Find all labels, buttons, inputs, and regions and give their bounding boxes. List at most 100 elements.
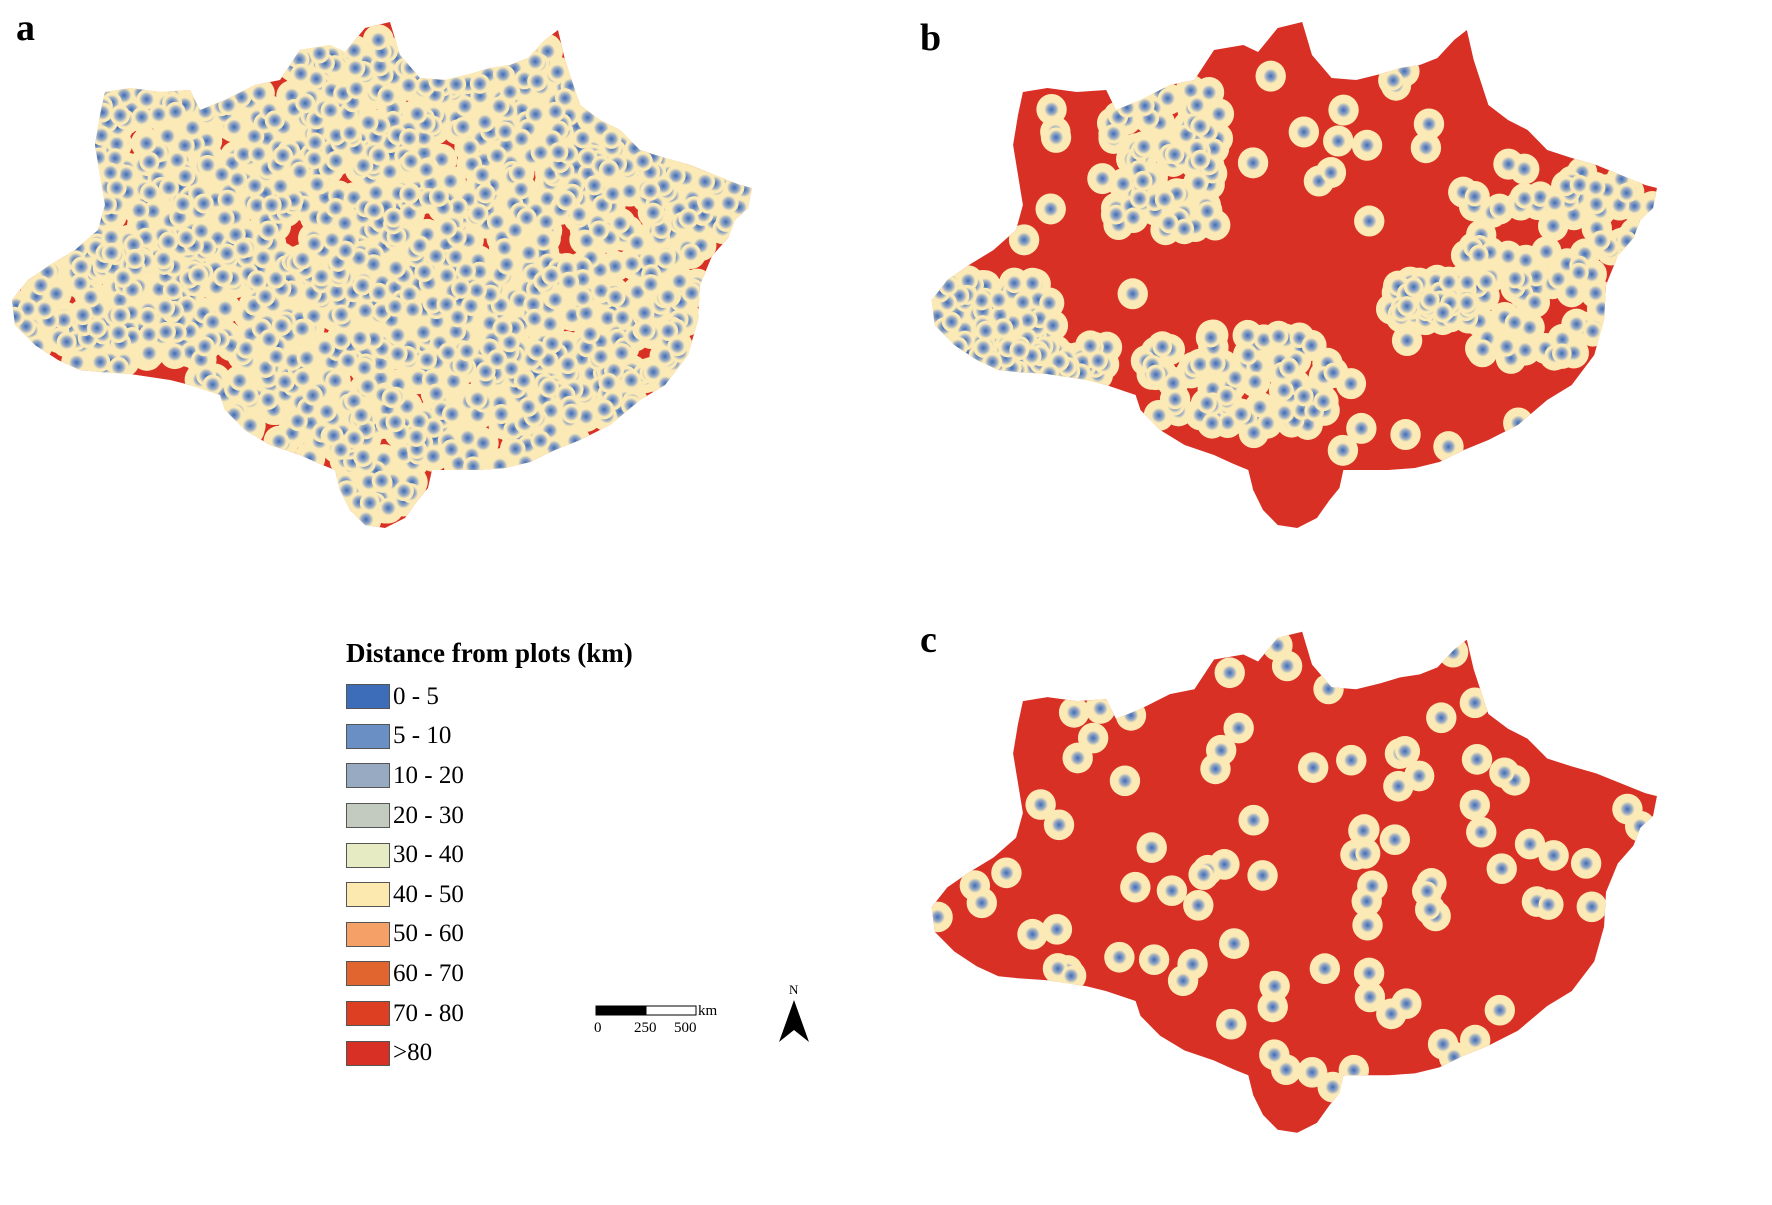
plot-buffer-core [358,112,379,133]
plot-buffer-core [1543,845,1564,866]
plot-buffer-core [492,318,513,339]
plot-buffer-core [1188,173,1209,194]
plot-buffer-core [486,211,507,232]
plot-buffer-core [269,431,290,452]
plot-buffer-core [1080,335,1101,356]
plot-buffer-core [417,349,438,370]
legend-label: 40 - 50 [393,880,464,908]
plot-buffer-core [1090,698,1111,719]
plot-buffer-core [244,175,265,196]
plot-buffer-core [443,371,464,392]
plot-buffer-core [1303,757,1323,778]
plot-buffer-core [232,238,253,259]
plot-buffer-core [1438,436,1459,457]
plot-buffer-core [351,405,372,426]
north-arrow-label: N [789,982,799,997]
plot-buffer-core [1193,864,1214,885]
plot-buffer-core [355,300,376,321]
plot-buffer-core [344,428,365,449]
plot-buffer-core [996,862,1017,883]
plot-buffer-core [1409,766,1429,786]
plot-buffer-core [136,133,157,154]
plot-buffer-core [253,248,274,269]
plot-buffer-core [1243,152,1263,173]
plot-buffer-core [1431,707,1452,728]
plot-buffer-core [621,253,642,274]
plot-buffer-core [1519,317,1540,338]
plot-buffer-core [1205,758,1226,779]
plot-buffer-core [1416,137,1436,158]
legend-swatch [346,1001,390,1027]
plot-buffer-core [1277,656,1297,676]
plot-buffer-core [1333,440,1353,461]
legend-items: 0 - 5 5 - 10 10 - 20 20 - 30 30 - 40 40 - 50 5… [346,677,633,1073]
map-hole [1189,458,1249,490]
plot-buffer-core [326,150,347,171]
plot-buffer-core [1590,230,1611,251]
plot-buffer-core [306,68,327,89]
plot-buffer-core [1395,741,1415,762]
plot-buffer-core [1106,204,1126,225]
plot-buffer-core [438,342,459,363]
plot-buffer-core [129,200,150,221]
plot-buffer-core [157,126,178,147]
plot-buffer-core [1419,113,1439,134]
plot-buffer-core [1214,854,1235,875]
plot-buffer-core [1545,192,1565,213]
plot-buffer-core [539,377,560,398]
plot-buffer-core [1113,173,1133,194]
plot-buffer-core [215,298,236,319]
plot-buffer-core [1642,196,1657,217]
plot-buffer-core [218,95,239,116]
plot-buffer-core [1209,104,1229,125]
plot-buffer-core [440,171,461,192]
plot-buffer-core [334,213,355,234]
plot-buffer-core [1154,189,1175,210]
plot-buffer-core [1515,250,1536,271]
plot-buffer-core [718,193,739,214]
plot-buffer-core [565,430,586,451]
plot-buffer-core [1253,329,1274,350]
legend-label: 30 - 40 [393,841,464,869]
plot-buffer-core [1133,170,1153,191]
plot-buffer-core [1225,367,1246,388]
plot-buffer-core [1039,363,1060,384]
plot-buffer-core [1443,642,1463,663]
plot-buffer-core [1197,393,1217,414]
plot-buffer-core [1576,853,1596,874]
plot-buffer-core [971,892,992,913]
plot-buffer-core [1064,702,1084,723]
plot-buffer-core [164,343,185,364]
plot-buffer-core [612,307,633,328]
plot-buffer-core [678,208,699,229]
plot-buffer-core [1548,268,1568,289]
plot-buffer-core [381,387,402,408]
plot-buffer-core [233,144,254,165]
plot-buffer-core [489,96,510,117]
plot-buffer-core [30,275,51,296]
plot-buffer-core [344,40,365,61]
plot-buffer-core [632,151,653,172]
plot-buffer-core [80,287,101,308]
plot-buffer-core [542,333,563,354]
plot-buffer-core [584,175,605,196]
plot-buffer-core [368,145,389,166]
plot-buffer-core [385,412,406,433]
plot-buffer-core [1313,391,1334,412]
plot-buffer-core [292,368,313,389]
plot-buffer-core [255,286,276,307]
plot-buffer-core [697,193,718,214]
plot-buffer-core [1536,241,1557,262]
plot-buffer-core [442,404,463,425]
plot-buffer-core [545,289,566,310]
plot-buffer-core [1017,310,1038,331]
plot-buffer-core [248,143,269,164]
plot-buffer-core [1237,325,1258,346]
plot-buffer-core [1552,343,1572,364]
plot-buffer-core [640,180,661,201]
plot-buffer-core [635,320,656,341]
plot-buffer-core [349,328,370,349]
plot-buffer-core [258,220,279,241]
plot-buffer-core [307,174,328,195]
plot-buffer-core [188,265,209,286]
